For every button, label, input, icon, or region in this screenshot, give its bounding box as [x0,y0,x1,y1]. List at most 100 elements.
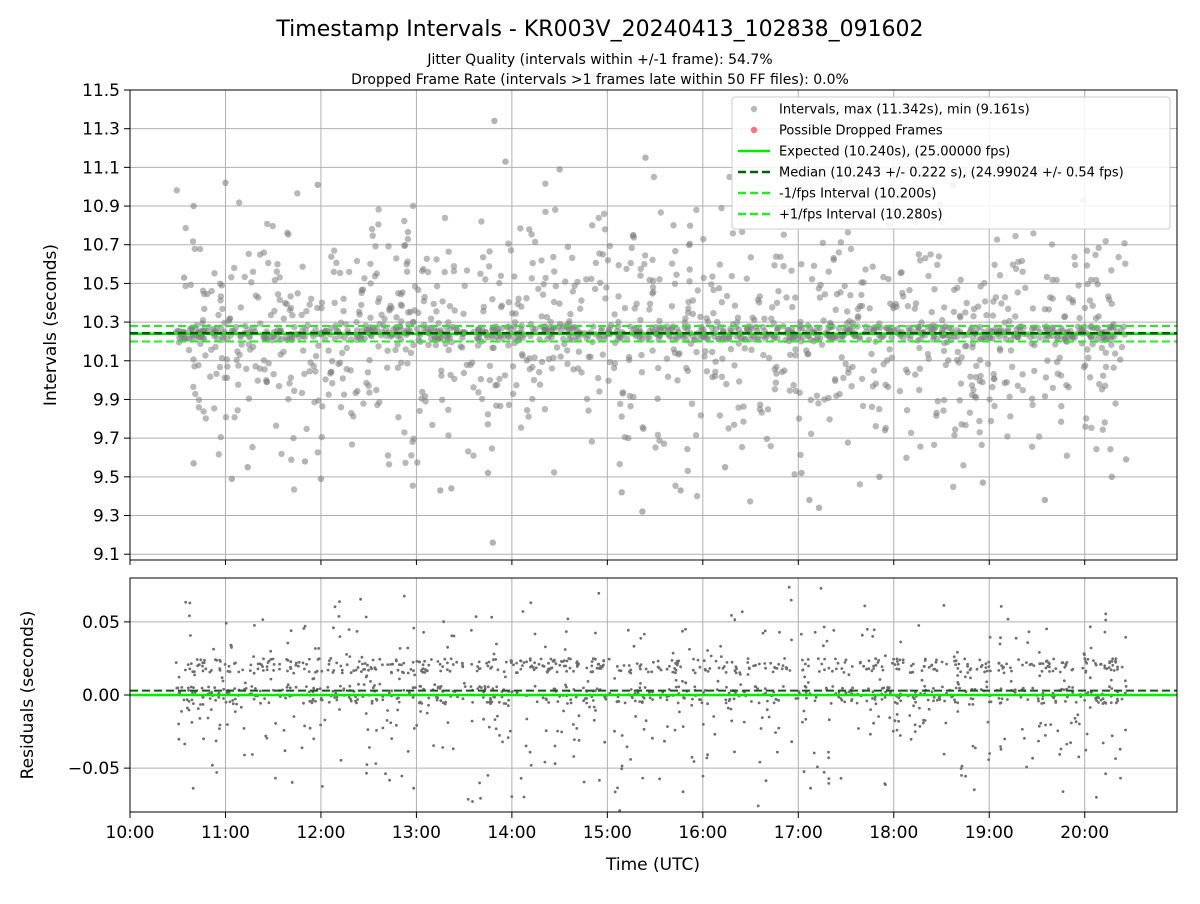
interval-point [531,354,538,361]
residual-point [844,658,848,662]
residual-point [889,691,892,695]
interval-point [387,302,394,309]
residual-point [500,695,504,699]
interval-point [192,390,199,398]
interval-point [275,382,283,390]
residual-point [1017,658,1020,661]
residual-point [590,660,594,663]
interval-point [460,369,468,377]
residual-point [222,697,225,700]
residual-point [959,670,962,674]
interval-point [692,432,700,439]
interval-point [538,313,545,320]
residual-point [489,667,492,670]
interval-point [511,334,519,342]
residual-point [1103,666,1107,670]
residual-point [1095,699,1098,702]
residual-point [438,662,442,666]
interval-point [649,284,657,291]
interval-point [736,378,743,385]
interval-point [222,414,230,421]
interval-point [638,351,645,359]
interval-point [191,245,198,253]
residual-point [1109,678,1113,682]
interval-point [327,368,335,376]
interval-point [879,333,886,341]
residual-point [386,663,390,666]
interval-point [769,304,776,311]
residual-point [553,744,557,748]
residual-point [585,666,589,670]
residual-point [706,702,709,706]
interval-point [222,179,229,186]
interval-point [603,284,610,291]
interval-point [962,343,969,350]
interval-point [373,270,380,277]
residual-point [588,705,591,709]
interval-point [306,301,313,308]
interval-point [735,404,742,411]
interval-point [646,276,653,284]
residual-point [984,662,988,666]
interval-point [688,400,696,407]
top-y-tick-label: 9.3 [93,507,120,527]
residual-point [487,725,491,729]
interval-point [403,261,410,268]
interval-point [1106,296,1113,303]
interval-point [531,238,539,246]
residual-point [1031,686,1035,690]
interval-point [1044,357,1051,364]
interval-point [1089,302,1096,309]
interval-point [693,348,700,356]
interval-point [1095,244,1102,251]
residual-point [782,685,785,688]
interval-point [550,253,557,261]
residual-point [682,696,685,699]
residual-point [597,591,601,595]
residual-point [278,662,281,666]
interval-point [304,322,311,329]
residual-point [249,663,253,667]
interval-point [694,287,701,294]
residual-point [862,664,865,668]
residual-point [560,660,563,663]
top-y-tick-label: 9.5 [93,468,120,488]
residual-point [920,678,924,682]
top-y-tick-label: 9.1 [93,545,120,565]
residual-point [524,744,528,748]
residual-point [544,645,547,649]
residual-point [188,601,192,605]
residual-point [201,703,205,706]
interval-point [716,261,724,268]
residual-point [189,662,193,665]
residual-point [972,788,976,792]
interval-point [375,221,382,228]
interval-point [610,364,618,372]
interval-point [781,367,788,374]
residual-point [590,664,594,668]
residual-point [1058,670,1062,674]
interval-point [1054,334,1061,341]
interval-point [317,475,325,482]
residual-point [760,716,764,719]
interval-point [284,229,291,236]
interval-point [671,280,679,287]
interval-point [1085,354,1092,361]
residual-point [1077,755,1081,759]
interval-point [325,347,332,354]
residual-point [932,667,936,671]
residual-point [1124,685,1128,688]
residual-point [999,747,1003,751]
residual-point [368,746,371,749]
residual-point [397,663,401,666]
interval-point [217,297,224,304]
interval-point [1092,251,1099,259]
interval-point [288,456,295,463]
interval-point [369,232,376,239]
interval-point [264,220,271,228]
residual-point [1051,669,1055,673]
residual-point [671,651,675,655]
interval-point [623,335,631,342]
interval-point [838,354,845,361]
residual-point [374,762,378,765]
